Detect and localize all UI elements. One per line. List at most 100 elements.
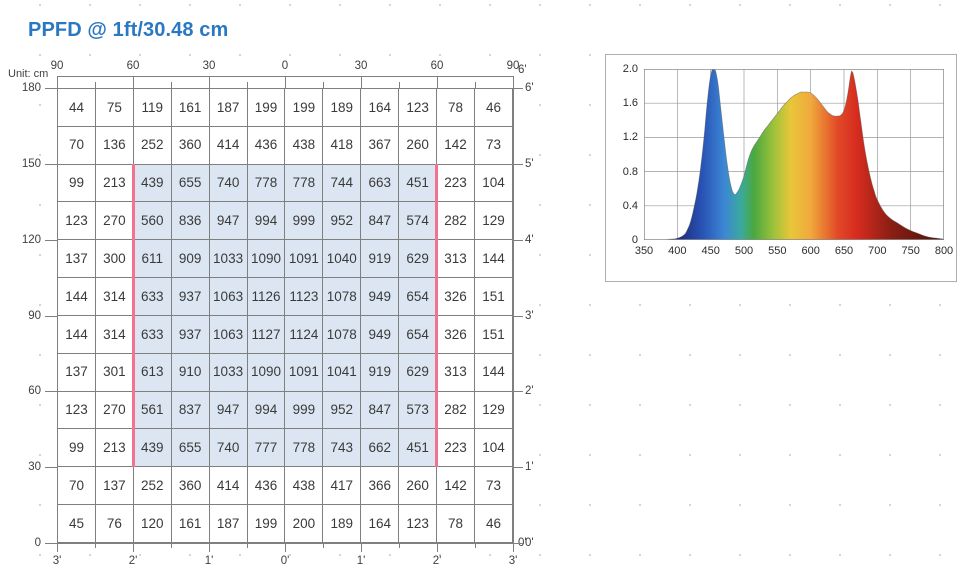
ppfd-cell: 1078: [322, 314, 362, 354]
spectrum-y-tick-label: 1.2: [622, 131, 638, 144]
ppfd-cell: 414: [208, 125, 248, 165]
ppfd-cell: 937: [170, 277, 210, 316]
ppfd-cell: 1063: [208, 277, 248, 316]
axis-tick: [45, 391, 57, 393]
axis-tick: [171, 82, 172, 88]
ppfd-cell: 360: [170, 125, 210, 165]
ppfd-cell: 1091: [284, 352, 324, 392]
ppfd-cell: 919: [360, 239, 400, 279]
axis-tick-label: 30: [202, 60, 216, 72]
axis-tick: [361, 82, 362, 88]
axis-tick: [361, 543, 362, 548]
spectrum-x-tick-label: 650: [834, 245, 854, 257]
ppfd-cell: 189: [322, 504, 362, 543]
axis-tick-label: 3': [525, 309, 534, 322]
axis-tick-label: 3': [508, 555, 518, 567]
ppfd-cell: 740: [208, 428, 248, 468]
ppfd-cell: 1033: [208, 239, 248, 279]
axis-tick: [45, 315, 57, 317]
ppfd-cell: 952: [322, 390, 362, 430]
ppfd-cell: 778: [284, 428, 324, 468]
axis-tick: [475, 82, 476, 88]
ppfd-cell: 137: [57, 239, 96, 279]
ppfd-cell: 629: [398, 352, 438, 392]
ppfd-cell: 123: [57, 390, 96, 430]
spectrum-outline: [643, 68, 945, 241]
table-row: 137 300 611 909 1033 1090 1091 1040 919 629 313 144: [57, 239, 514, 279]
ppfd-cell: 740: [208, 163, 248, 203]
axis-tick: [45, 88, 57, 89]
ppfd-cell: 654: [398, 314, 438, 354]
ppfd-cell: 847: [360, 201, 400, 241]
ppfd-cell: 76: [94, 504, 134, 543]
ppfd-cell: 439: [132, 163, 172, 203]
axis-tick-label: 0': [525, 537, 534, 549]
ppfd-cell: 78: [436, 504, 475, 543]
ppfd-cell: 120: [132, 504, 172, 543]
axis-tick: [209, 82, 210, 88]
ppfd-cell: 937: [170, 314, 210, 354]
ppfd-cell: 451: [398, 163, 438, 203]
spectrum-frame: [643, 68, 945, 241]
axis-tick-label: 3': [52, 555, 62, 567]
axis-tick: [323, 82, 324, 88]
axis-tick-label: 1': [204, 555, 214, 567]
ppfd-cell: 73: [473, 466, 514, 506]
ppfd-cell: 144: [57, 277, 96, 316]
spectrum-x-tick-label: 500: [734, 245, 754, 257]
ppfd-cell: 46: [473, 88, 514, 127]
ppfd-cell: 70: [57, 125, 96, 165]
axis-tick-label: 150: [21, 157, 41, 170]
ppfd-cell: 164: [360, 504, 400, 543]
ppfd-cell: 282: [436, 201, 475, 241]
spectrum-y-tick-label: 0.4: [622, 199, 638, 212]
axis-tick-label: 60: [126, 60, 140, 72]
table-row: 144 314 633 937 1063 1126 1123 1078 949 654 326 151: [57, 277, 514, 316]
ppfd-cell: 187: [208, 88, 248, 127]
table-row: 70 137 252 360 414 436 438 417 366 260 142 73: [57, 466, 514, 506]
ppfd-cell: 655: [170, 163, 210, 203]
ppfd-cell: 662: [360, 428, 400, 468]
ppfd-grid-wrapper: 44 75 119 161 187 199 199 189 164 123 78 46 70 136 252…: [57, 88, 514, 543]
axis-tick: [285, 82, 286, 88]
ppfd-cell: 451: [398, 428, 438, 468]
ppfd-cell: 1033: [208, 352, 248, 392]
axis-tick-label: 90: [50, 60, 64, 72]
ppfd-cell: 314: [94, 277, 134, 316]
ppfd-cell: 1090: [246, 239, 286, 279]
spectrum-x-tick-label: 350: [634, 245, 654, 257]
ppfd-cell: 952: [322, 201, 362, 241]
axis-tick: [57, 82, 58, 88]
ppfd-cell: 949: [360, 277, 400, 316]
ppfd-cell: 313: [436, 352, 475, 392]
ppfd-cell: 744: [322, 163, 362, 203]
spectrum-y-tick-label: 1.6: [622, 97, 638, 110]
ppfd-cell: 78: [436, 88, 475, 127]
ppfd-cell: 104: [473, 428, 514, 468]
ppfd-cell: 142: [436, 466, 475, 506]
ppfd-cell: 1127: [246, 314, 286, 354]
ppfd-cell: 629: [398, 239, 438, 279]
ppfd-cell: 909: [170, 239, 210, 279]
ppfd-panel: PPFD @ 1ft/30.48 cm Unit: cm 44 75 119 161 1…: [8, 19, 534, 567]
axis-tick-label: 1': [356, 555, 366, 567]
ppfd-cell: 611: [132, 239, 172, 279]
ppfd-cell: 1041: [322, 352, 362, 392]
table-row: 123 270 560 836 947 994 999 952 847 574 282 129: [57, 201, 514, 241]
axis-tick-label: 30: [28, 461, 41, 474]
axis-tick-label: 0': [280, 555, 290, 567]
axis-tick: [513, 467, 523, 469]
ppfd-cell: 123: [57, 201, 96, 241]
ppfd-cell: 947: [208, 390, 248, 430]
ppfd-cell: 164: [360, 88, 400, 127]
ppfd-cell: 213: [94, 428, 134, 468]
ppfd-cell: 633: [132, 277, 172, 316]
ppfd-cell: 778: [246, 163, 286, 203]
table-row: 44 75 119 161 187 199 199 189 164 123 78 46: [57, 88, 514, 127]
ppfd-cell: 417: [322, 466, 362, 506]
ppfd-cell: 119: [132, 88, 172, 127]
spectrum-curve-svg: [643, 68, 945, 241]
axis-tick: [513, 543, 523, 544]
ppfd-cell: 223: [436, 163, 475, 203]
